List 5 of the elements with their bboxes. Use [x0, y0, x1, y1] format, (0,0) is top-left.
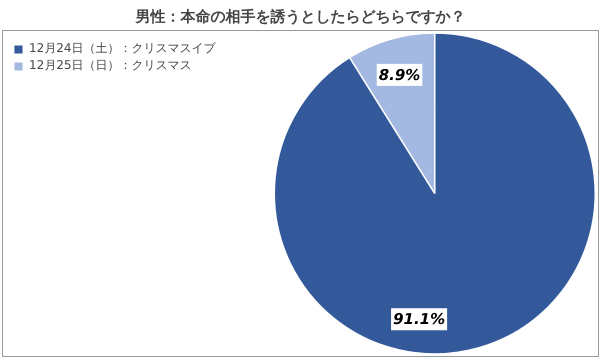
chart-title: 男性：本命の相手を誘うとしたらどちらですか？ — [134, 8, 466, 26]
legend-label: 12月25日（日）：クリスマス — [29, 57, 192, 74]
data-label: 91.1% — [393, 310, 446, 328]
data-label: 8.9% — [378, 66, 420, 84]
legend-label: 12月24日（土）：クリスマスイブ — [29, 40, 216, 57]
